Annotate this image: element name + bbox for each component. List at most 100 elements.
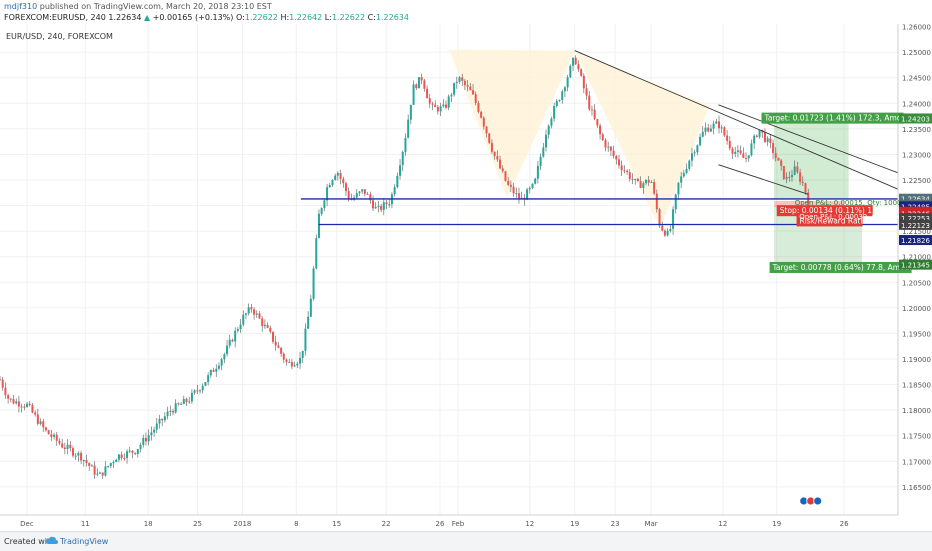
candle-body	[388, 204, 391, 206]
candle-body	[347, 191, 350, 199]
y-axis-bg	[898, 24, 932, 531]
candle-body	[166, 411, 169, 417]
price-badge: 1.21345	[899, 259, 932, 270]
event-flag-icon	[813, 496, 823, 506]
candle-body	[404, 137, 407, 152]
candle-body	[463, 80, 466, 86]
stop-label-text: Stop: 0.00134 (0.11%) 13.4, Amount:	[780, 206, 921, 215]
x-tick-label: 23	[611, 520, 620, 528]
x-tick-label: 22	[382, 520, 391, 528]
price-badge-text: 1.22123	[901, 222, 930, 230]
open-value: 1.22622	[244, 13, 278, 22]
candle-body	[74, 455, 77, 457]
y-tick-label: 1.24000	[902, 100, 931, 108]
candle-body	[785, 176, 788, 179]
candle-body	[555, 100, 558, 107]
publisher-line: mdjf310 published on TradingView.com, Ma…	[4, 2, 272, 11]
created-with-text: Created with	[4, 537, 56, 546]
candle-body	[480, 111, 483, 118]
candle-body	[534, 178, 537, 184]
candle-body	[55, 434, 58, 441]
candle-body	[409, 104, 412, 120]
candle-body	[709, 128, 712, 132]
candle-body	[396, 175, 399, 188]
candle-body	[326, 187, 329, 201]
candle-body	[215, 368, 218, 372]
candle-body	[161, 418, 164, 421]
candle-body	[126, 451, 129, 459]
candle-body	[415, 84, 418, 89]
candle-body	[123, 457, 126, 459]
candle-body	[290, 362, 293, 367]
candle-body	[504, 171, 507, 181]
footer: Created with TradingView	[0, 531, 932, 551]
candle-body	[509, 184, 512, 187]
candle-body	[312, 268, 315, 299]
candle-body	[745, 157, 748, 159]
candle-body	[280, 347, 283, 354]
candle-body	[617, 159, 620, 166]
candle-body	[147, 435, 150, 442]
candle-body	[431, 103, 434, 105]
candle-body	[417, 77, 420, 89]
candle-body	[436, 107, 439, 112]
candle-body	[7, 395, 10, 399]
candle-body	[250, 307, 253, 310]
candle-body	[517, 193, 520, 200]
candle-body	[423, 80, 426, 89]
candle-body	[82, 460, 85, 462]
stop-label: Stop: 0.00134 (0.11%) 13.4, Amount:	[776, 205, 921, 217]
candle-body	[685, 168, 688, 173]
candle-body	[585, 88, 588, 96]
candle-body	[385, 202, 388, 205]
target-up-label-bg	[761, 112, 904, 124]
candle-body	[247, 307, 250, 314]
candle-body	[542, 147, 545, 157]
candle-body	[742, 153, 745, 158]
candle-body	[174, 403, 177, 413]
candle-body	[736, 150, 739, 153]
candle-body	[547, 125, 550, 135]
candle-body	[131, 450, 134, 453]
profit-zone	[774, 118, 849, 199]
candle-body	[496, 156, 499, 160]
candle-body	[550, 118, 553, 126]
y-tick-label: 1.21500	[902, 228, 931, 236]
candle-body	[369, 194, 372, 201]
candle-body	[731, 148, 734, 154]
candle-body	[688, 160, 691, 169]
candle-body	[112, 462, 115, 464]
candle-body	[109, 463, 112, 467]
publisher-username[interactable]: mdjf310	[4, 2, 38, 11]
candle-body	[180, 403, 183, 405]
candle-body	[244, 313, 247, 315]
y-tick-label: 1.18000	[902, 407, 931, 415]
candle-body	[501, 168, 504, 172]
price-badge: 1.21826	[899, 235, 932, 246]
symbol-name: FOREXCOM:EURUSD, 240	[4, 13, 106, 22]
price-chart[interactable]: 1.25000 1.24500 1.24000 1.23500 1.23000 1.225…	[0, 24, 932, 531]
candle-body	[442, 104, 445, 107]
trendline-2	[718, 104, 899, 174]
candle-body	[426, 88, 429, 99]
candle-body	[301, 350, 304, 358]
publish-info: published on TradingView.com, March 20, …	[39, 2, 272, 11]
candle-body	[599, 125, 602, 135]
candle-body	[439, 106, 442, 112]
tradingview-brand[interactable]: TradingView	[60, 537, 109, 546]
x-tick-label: 19	[772, 520, 781, 528]
y-tick-label: 1.21000	[902, 254, 931, 262]
candle-body	[309, 298, 312, 317]
candle-body	[288, 362, 291, 364]
candle-body	[42, 421, 45, 428]
pattern-triangle-1	[449, 49, 575, 198]
pattern-triangle-2	[574, 50, 710, 229]
candle-body	[315, 238, 318, 269]
candle-body	[631, 178, 634, 180]
candle-body	[90, 465, 93, 467]
candle-body	[401, 151, 404, 166]
candle-body	[701, 131, 704, 137]
candle-body	[620, 165, 623, 171]
candle-body	[339, 173, 342, 179]
candle-body	[580, 69, 583, 76]
